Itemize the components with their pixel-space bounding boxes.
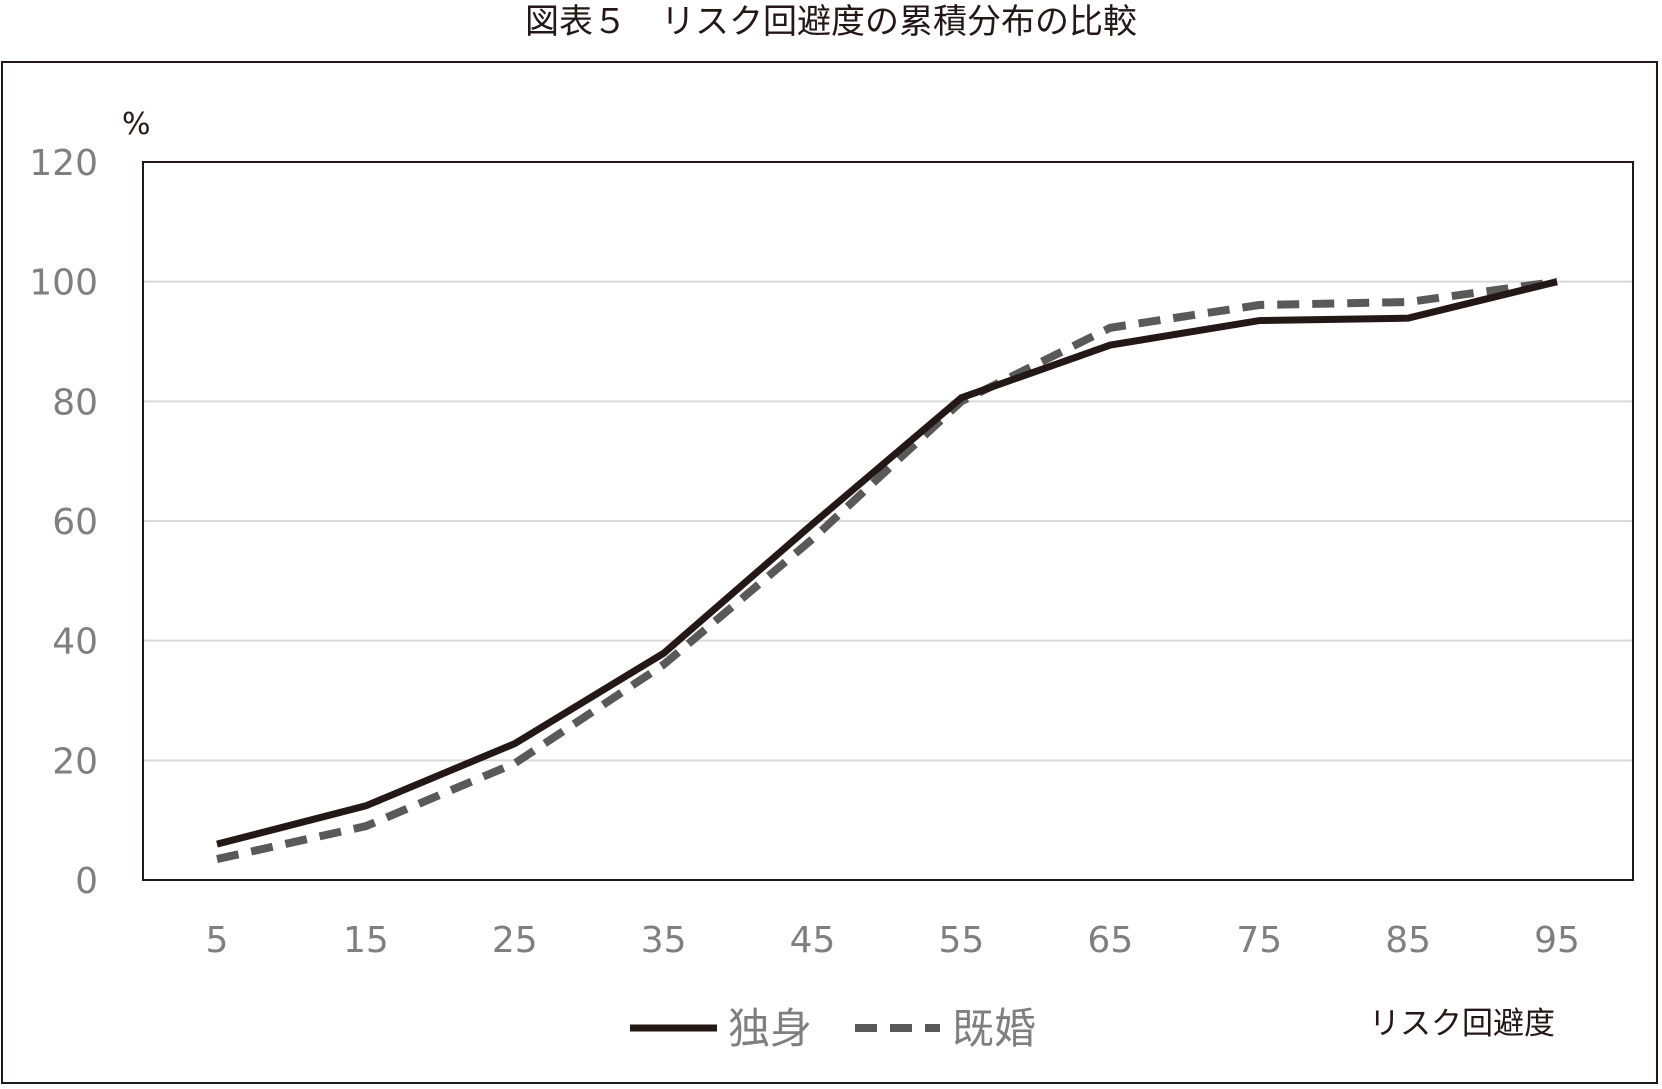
plot-area	[142, 161, 1634, 881]
y-tick-label-60: 60	[52, 502, 98, 543]
x-tick-label-95: 95	[1534, 920, 1580, 961]
legend-label-1: 独身	[728, 1004, 812, 1053]
y-axis-ticks: 0 20 40 60 80 100 120	[29, 143, 98, 902]
x-tick-label-25: 25	[492, 920, 538, 961]
x-tick-label-85: 85	[1385, 920, 1431, 961]
x-tick-label-75: 75	[1236, 920, 1282, 961]
y-tick-label-40: 40	[52, 622, 98, 663]
x-tick-label-35: 35	[641, 920, 687, 961]
y-tick-label-20: 20	[52, 741, 98, 782]
x-tick-label-5: 5	[206, 920, 229, 961]
x-tick-label-55: 55	[939, 920, 985, 961]
chart-frame	[1, 61, 1658, 1084]
y-tick-label-0: 0	[75, 861, 98, 902]
y-tick-label-100: 100	[29, 263, 98, 304]
x-tick-label-45: 45	[790, 920, 836, 961]
x-tick-label-15: 15	[343, 920, 389, 961]
chart-title: 図表５ リスク回避度の累積分布の比較	[525, 2, 1137, 42]
y-tick-label-120: 120	[29, 143, 98, 184]
x-axis-ticks: 5 15 25 35 45 55 65 75 85 95	[206, 920, 1580, 961]
series-lines	[216, 277, 1558, 863]
series-line-2	[216, 277, 1558, 863]
gridlines	[143, 280, 1633, 762]
legend: 独身 既婚	[630, 1004, 1036, 1053]
y-axis-unit: %	[122, 107, 151, 142]
legend-label-2: 既婚	[952, 1004, 1036, 1053]
y-tick-label-80: 80	[52, 382, 98, 423]
x-axis-title: リスク回避度	[1369, 1006, 1555, 1042]
series-line-1	[216, 278, 1558, 848]
x-tick-label-65: 65	[1087, 920, 1133, 961]
